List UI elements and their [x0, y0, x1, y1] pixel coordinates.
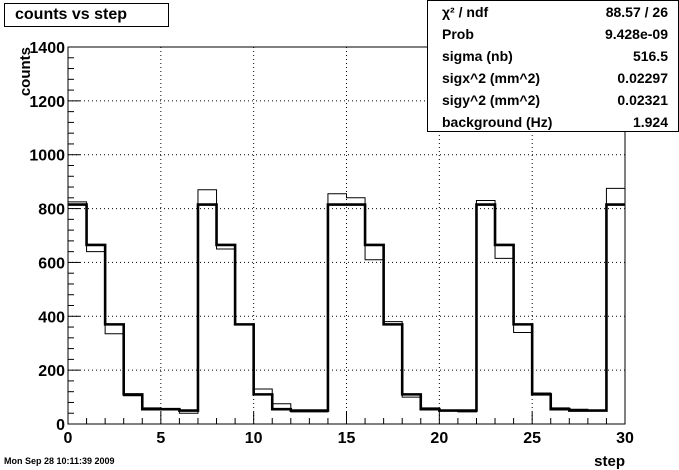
y-tick-label: 400: [38, 309, 65, 326]
stat-value: 1.924: [632, 114, 668, 130]
stat-row-sigma: sigma (nb) 516.5: [428, 46, 678, 68]
stats-box: χ² / ndf 88.57 / 26 Prob 9.428e-09 sigma…: [427, 0, 679, 132]
stat-row-prob: Prob 9.428e-09: [428, 24, 678, 46]
x-tick-label: 10: [245, 430, 263, 447]
stat-label: sigx^2 (mm^2): [442, 70, 541, 86]
stat-label: sigma (nb): [442, 48, 513, 64]
stat-row-sigy2: sigy^2 (mm^2) 0.02321: [428, 90, 678, 112]
stat-value: 88.57 / 26: [605, 4, 668, 20]
stat-label: Prob: [442, 26, 474, 42]
stat-row-sigx2: sigx^2 (mm^2) 0.02297: [428, 68, 678, 90]
stat-value: 0.02321: [617, 92, 668, 108]
y-tick-label: 600: [38, 255, 65, 272]
stat-label: sigy^2 (mm^2): [442, 92, 541, 108]
y-axis-label: counts: [17, 47, 34, 96]
stat-value: 0.02297: [617, 70, 668, 86]
y-tick-label: 200: [38, 363, 65, 380]
y-tick-label: 0: [56, 417, 65, 434]
stat-label: χ² / ndf: [442, 4, 489, 20]
stat-row-background: background (Hz) 1.924: [428, 112, 678, 134]
y-tick-label: 1000: [29, 148, 65, 165]
stat-row-chi2: χ² / ndf 88.57 / 26: [428, 2, 678, 24]
x-tick-label: 25: [523, 430, 541, 447]
fit-line-series: [68, 203, 625, 412]
y-tick-label: 1200: [29, 94, 65, 111]
x-tick-label: 0: [64, 430, 73, 447]
chart-title-box: counts vs step: [4, 3, 169, 27]
y-tick-label: 1400: [29, 40, 65, 57]
x-tick-label: 5: [156, 430, 165, 447]
timestamp-footer: Mon Sep 28 10:11:39 2009: [4, 456, 115, 466]
stat-label: background (Hz): [442, 114, 553, 130]
stat-value: 516.5: [632, 48, 668, 64]
y-tick-label: 800: [38, 202, 65, 219]
x-tick-label: 30: [616, 430, 634, 447]
x-tick-label: 15: [338, 430, 356, 447]
x-tick-label: 20: [430, 430, 448, 447]
chart-title: counts vs step: [15, 6, 128, 23]
x-axis-label: step: [594, 453, 625, 470]
stat-value: 9.428e-09: [604, 26, 668, 42]
